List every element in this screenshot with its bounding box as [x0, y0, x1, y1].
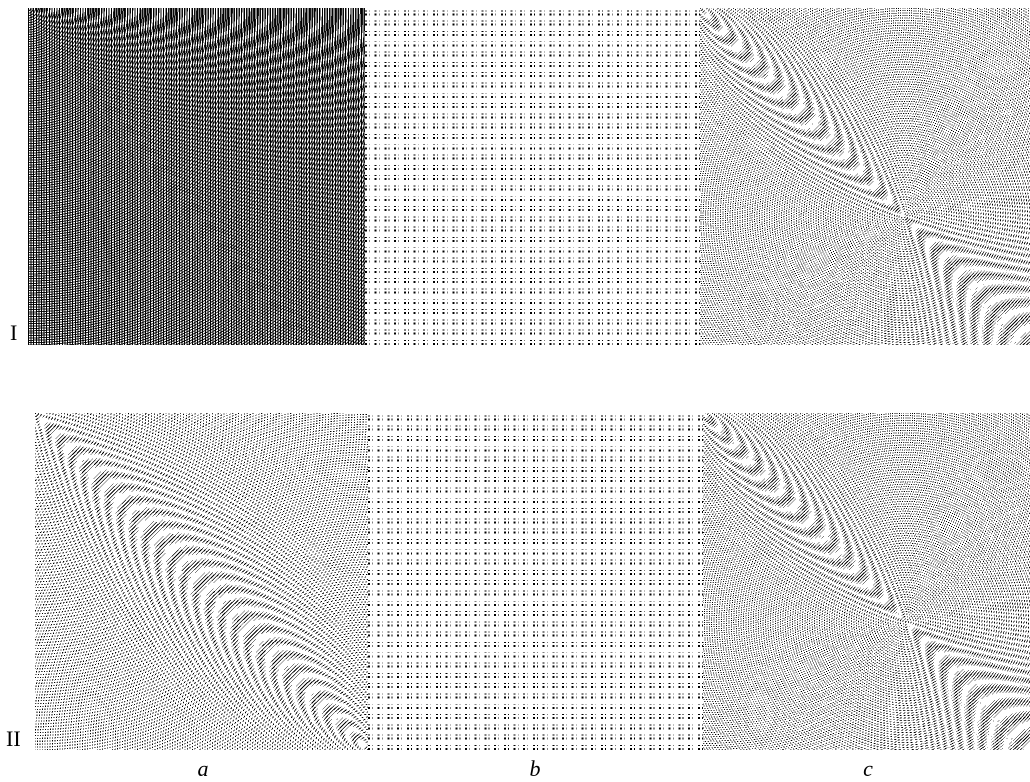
figure: I II a b c: [0, 0, 1030, 782]
pattern-panel: [365, 8, 700, 345]
column-label: a: [188, 758, 218, 780]
column-label: b: [520, 758, 550, 780]
row-label: I: [10, 322, 17, 344]
pattern-panel: [35, 413, 368, 750]
pattern-panel: [28, 8, 365, 345]
pattern-panel: [703, 413, 1030, 750]
pattern-panel: [700, 8, 1030, 345]
pattern-panel: [368, 413, 703, 750]
column-label: c: [853, 758, 883, 780]
row-label: II: [6, 728, 21, 750]
